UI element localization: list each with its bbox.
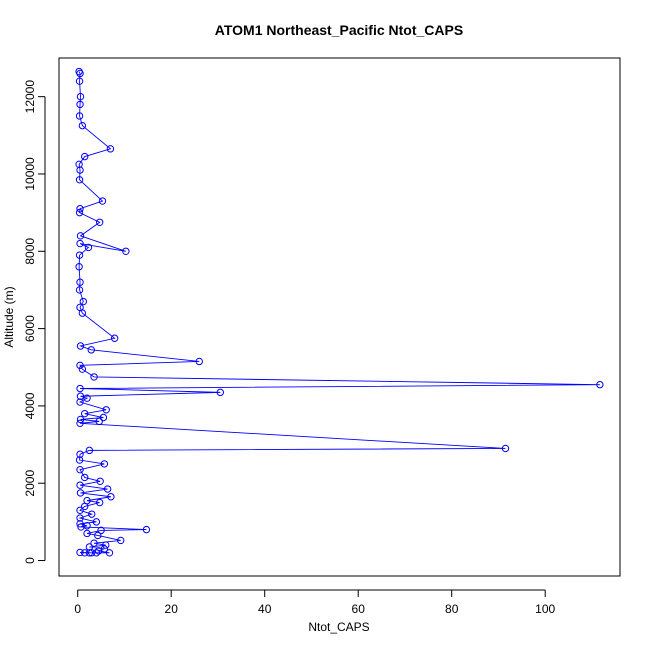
data-point — [81, 549, 89, 557]
series-layer — [75, 67, 604, 557]
x-tick-label: 40 — [258, 602, 272, 616]
data-point — [76, 465, 84, 474]
data-point — [76, 232, 85, 240]
data-point — [77, 523, 85, 531]
data-point — [76, 69, 84, 78]
data-point — [75, 112, 84, 120]
data-point — [88, 549, 96, 557]
data-point — [79, 297, 88, 306]
data-point — [107, 493, 115, 501]
data-point — [76, 361, 84, 370]
data-point — [85, 549, 94, 557]
data-point — [87, 346, 95, 354]
data-point — [85, 446, 94, 455]
data-point — [76, 450, 84, 458]
data-point — [76, 548, 84, 557]
data-point — [75, 176, 84, 184]
data-point — [78, 121, 87, 130]
data-point — [75, 456, 84, 464]
data-point — [76, 489, 85, 497]
data-point — [98, 197, 107, 205]
data-point — [100, 460, 109, 468]
data-point — [76, 415, 85, 424]
data-point — [83, 394, 91, 402]
data-point — [95, 498, 104, 507]
data-point — [105, 549, 114, 557]
data-point — [78, 365, 87, 373]
y-tick-label: 8000 — [23, 238, 37, 265]
data-point — [81, 473, 89, 482]
data-point — [102, 541, 110, 549]
data-point — [90, 539, 98, 547]
data-point — [75, 208, 84, 217]
data-point — [92, 549, 101, 557]
data-point — [76, 166, 84, 174]
data-point — [95, 547, 103, 555]
y-axis-label: Altitude (m) — [2, 286, 16, 347]
data-point — [95, 218, 104, 226]
data-point — [76, 398, 84, 406]
data-point — [501, 444, 510, 453]
data-point — [81, 409, 89, 418]
x-tick-label: 80 — [445, 602, 459, 616]
data-point — [76, 100, 84, 109]
data-point — [75, 286, 84, 294]
data-point — [84, 243, 93, 252]
data-point — [596, 380, 604, 389]
data-point — [122, 247, 130, 255]
y-tick-label: 6000 — [23, 315, 37, 342]
x-tick-label: 100 — [535, 602, 555, 616]
data-point — [97, 526, 105, 535]
data-point — [99, 413, 108, 422]
x-tick-label: 0 — [74, 602, 81, 616]
y-tick-label: 12000 — [23, 80, 37, 114]
data-point — [81, 502, 89, 511]
y-axis: 0 2000 4000 6000 8000 10000 12000 — [23, 80, 46, 564]
data-point — [76, 239, 84, 248]
data-point — [76, 392, 85, 400]
y-tick-label: 2000 — [23, 470, 37, 497]
x-tick-label: 60 — [352, 602, 366, 616]
data-point — [75, 160, 83, 169]
y-tick-label: 10000 — [23, 157, 37, 191]
x-axis: 0 20 40 60 80 100 — [74, 589, 556, 616]
data-point — [75, 251, 84, 259]
data-point — [75, 77, 84, 85]
y-tick-label: 0 — [23, 557, 37, 564]
data-point — [195, 357, 203, 366]
data-point — [76, 514, 84, 522]
data-point — [110, 334, 119, 342]
data-point — [92, 518, 101, 526]
y-tick-label: 4000 — [23, 392, 37, 419]
data-point — [90, 373, 98, 381]
data-point — [106, 145, 115, 153]
data-point — [102, 406, 110, 414]
data-point — [76, 342, 85, 350]
data-point — [81, 152, 89, 161]
data-point — [76, 520, 84, 528]
data-point — [76, 506, 84, 514]
data-point — [83, 529, 91, 538]
data-point — [142, 525, 151, 534]
data-point — [76, 92, 85, 101]
data-point — [76, 205, 84, 213]
data-point — [95, 417, 103, 426]
data-point — [75, 263, 83, 271]
data-point — [216, 388, 224, 397]
data-point — [76, 384, 84, 393]
x-tick-label: 20 — [165, 602, 179, 616]
data-point — [94, 531, 102, 540]
data-point — [96, 477, 104, 485]
chart-title: ATOM1 Northeast_Pacific Ntot_CAPS — [215, 22, 463, 38]
data-point — [76, 419, 84, 428]
data-point — [76, 481, 84, 489]
data-point — [88, 510, 96, 518]
x-axis-label: Ntot_CAPS — [308, 620, 369, 634]
data-point — [78, 309, 87, 317]
data-point — [76, 278, 84, 286]
data-point — [117, 536, 125, 545]
data-point — [103, 485, 112, 493]
plot-frame — [58, 57, 621, 577]
